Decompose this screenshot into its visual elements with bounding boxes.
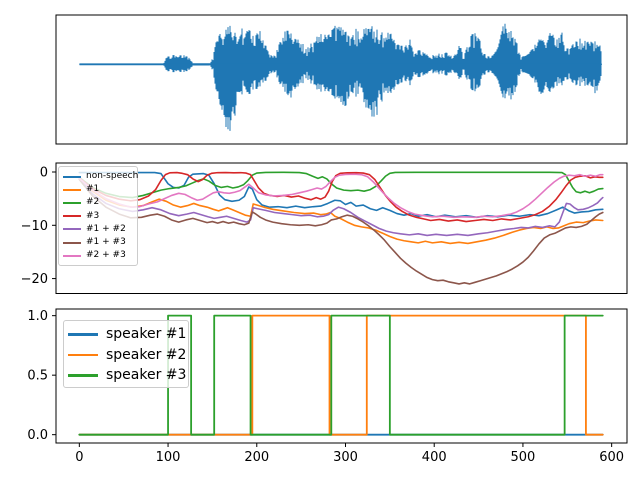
y-tick-label: 1.0 [27, 309, 48, 324]
series--2 [78, 171, 604, 199]
legend-line-sample [63, 188, 81, 191]
x-tick-label: 200 [244, 450, 269, 465]
x-tick-label: 100 [156, 450, 181, 465]
legend-line-sample [68, 374, 98, 377]
legend-label: #2 [86, 197, 100, 208]
likelihood-legend: non-speech #1 #2 #3 #1 + #2 #1 + #3 #2 +… [58, 166, 138, 266]
legend-label: speaker #1 [106, 326, 187, 343]
legend-label: non-speech [86, 171, 139, 182]
legend-label: speaker #3 [106, 367, 187, 384]
legend-item: #2 + #3 [63, 249, 133, 262]
legend-item: speaker #1 [68, 324, 187, 345]
legend-item: speaker #2 [68, 345, 187, 366]
y-tick-label: 0.5 [27, 369, 48, 384]
legend-line-sample [68, 353, 98, 356]
legend-line-sample [68, 333, 98, 336]
series-speaker-3 [78, 314, 604, 436]
speaker-legend: speaker #1 speaker #2 speaker #3 [63, 320, 189, 388]
series-non-speech [78, 171, 604, 219]
legend-item: speaker #3 [68, 365, 187, 386]
x-tick-label: 300 [333, 450, 358, 465]
speaker-activity-plot-area [78, 314, 604, 436]
audio-waveform-plot-area [79, 23, 602, 131]
x-tick-label: 400 [422, 450, 447, 465]
y-tick-label: −10 [21, 219, 48, 234]
speaker-activity-axes-frame [55, 308, 628, 444]
legend-item: #3 [63, 210, 133, 223]
legend-item: #1 + #3 [63, 236, 133, 249]
legend-line-sample [63, 241, 81, 244]
legend-line-sample [63, 201, 81, 204]
series--1-3 [78, 178, 604, 285]
series-speaker-2 [78, 314, 604, 436]
legend-label: #3 [86, 210, 100, 221]
x-tick-label: 600 [599, 450, 624, 465]
legend-line-sample [63, 254, 81, 257]
y-tick-label: 0 [40, 166, 48, 181]
legend-line-sample [63, 215, 81, 218]
series--3 [78, 171, 604, 223]
hypothesis-log-likelihoods-axes-frame [55, 162, 628, 294]
legend-line-sample [63, 175, 81, 178]
legend-label: #1 + #2 [86, 223, 126, 234]
legend-label: #1 [86, 184, 100, 195]
series--1 [78, 177, 604, 245]
legend-label: #2 + #3 [86, 250, 126, 261]
legend-item: #2 [63, 196, 133, 209]
series--1-2 [78, 178, 604, 237]
legend-label: #1 + #3 [86, 237, 126, 248]
legend-line-sample [63, 228, 81, 231]
legend-item: #1 [63, 183, 133, 196]
series--2-3 [78, 173, 604, 219]
y-tick-label: 0.0 [27, 428, 48, 443]
legend-item: #1 + #2 [63, 223, 133, 236]
x-tick-label: 0 [75, 450, 83, 465]
y-tick-label: −20 [21, 272, 48, 287]
hypothesis-log-likelihoods-plot-area [78, 171, 604, 285]
legend-item: non-speech [63, 170, 138, 183]
legend-label: speaker #2 [106, 346, 187, 363]
waveform-trace [79, 23, 602, 131]
audio-waveform-axes-frame [55, 14, 628, 145]
x-tick-label: 500 [511, 450, 536, 465]
